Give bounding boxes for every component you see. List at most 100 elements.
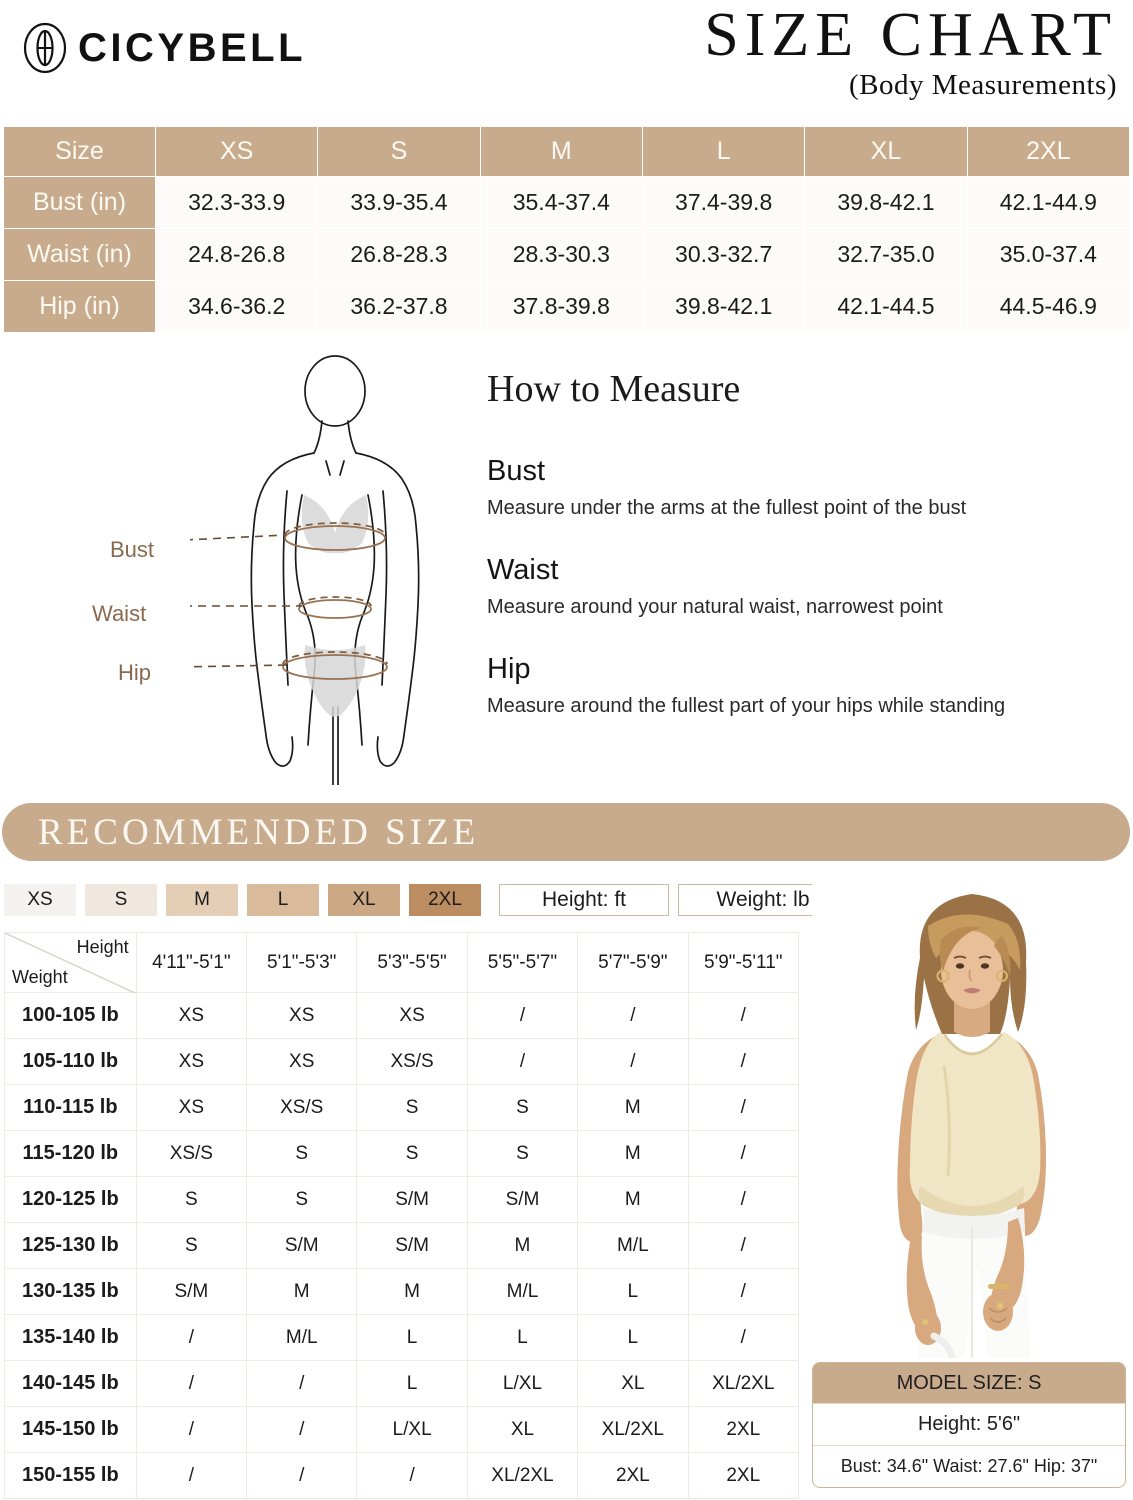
grid-row: 125-130 lb S S/M S/M M M/L / [4, 1222, 800, 1269]
page-title: SIZE CHART [704, 1, 1117, 69]
grid-size-cell: / [577, 992, 689, 1039]
grid-size-cell: / [687, 1314, 800, 1361]
grid-size-cell: / [246, 1452, 358, 1499]
size-cell: 35.0-37.4 [966, 228, 1131, 281]
page-subtitle: (Body Measurements) [848, 69, 1117, 102]
grid-size-cell: M [577, 1176, 689, 1223]
grid-size-cell: XS [246, 1038, 358, 1085]
grid-size-cell: S [356, 1130, 468, 1177]
size-cell: 30.3-32.7 [641, 228, 806, 281]
grid-size-cell: S [246, 1130, 358, 1177]
size-cell: 44.5-46.9 [966, 280, 1131, 333]
measure-item: Bust Measure under the arms at the fulles… [487, 455, 1107, 520]
size-cell: 37.4-39.8 [641, 176, 806, 229]
size-measurements-table: Size XS S M L XL 2XL Bust (in) 32.3-33.9 33.9-35.… [3, 126, 1131, 333]
figure-label-waist: Waist [92, 601, 147, 626]
model-measurements: Bust: 34.6" Waist: 27.6" Hip: 37" [813, 1445, 1125, 1487]
grid-size-cell: / [687, 1176, 800, 1223]
bell-monogram-icon [23, 22, 67, 74]
grid-size-cell: M [246, 1268, 358, 1315]
grid-row: 135-140 lb / M/L L L L / [4, 1314, 800, 1361]
grid-size-cell: L [466, 1314, 579, 1361]
grid-row: 105-110 lb XS XS XS/S / / / [4, 1038, 800, 1085]
grid-size-cell: XS/S [246, 1084, 358, 1131]
model-height: Height: 5'6" [813, 1403, 1125, 1445]
grid-size-cell: S [135, 1176, 248, 1223]
grid-size-cell: S/M [356, 1222, 468, 1269]
measure-desc-hip: Measure around the fullest part of your … [487, 695, 1006, 717]
grid-size-cell: / [687, 1130, 800, 1177]
grid-size-cell: S [356, 1084, 468, 1131]
grid-height-column-5: 5'7"-5'9" [577, 932, 689, 993]
measure-desc-waist: Measure around your natural waist, narro… [487, 596, 943, 618]
brand-logo: CICYBELL [22, 22, 306, 74]
grid-size-cell: / [466, 992, 579, 1039]
grid-weight-label: 110-115 lb [4, 1084, 137, 1131]
grid-size-cell: XL [577, 1360, 689, 1407]
grid-size-cell: XL [466, 1406, 579, 1453]
grid-size-cell: / [577, 1038, 689, 1085]
grid-row: 150-155 lb / / / XL/2XL 2XL 2XL [4, 1452, 800, 1499]
grid-size-cell: S/M [356, 1176, 468, 1223]
grid-weight-label: 130-135 lb [4, 1268, 137, 1315]
grid-size-cell: / [466, 1038, 579, 1085]
size-cell: 39.8-42.1 [641, 280, 806, 333]
figure-label-hip: Hip [118, 660, 152, 685]
table-row: Bust (in) 32.3-33.9 33.9-35.4 35.4-37.4 37.4… [3, 176, 1131, 229]
grid-size-cell: 2XL [687, 1406, 800, 1453]
legend-swatch-xl[interactable]: XL [328, 884, 400, 916]
legend-swatch-xs[interactable]: XS [4, 884, 76, 916]
grid-height-column-6: 5'9"-5'11" [687, 932, 800, 993]
grid-size-cell: L [356, 1360, 468, 1407]
grid-size-cell: M/L [577, 1222, 689, 1269]
measure-term-hip: Hip [487, 653, 531, 685]
brand-name: CICYBELL [78, 25, 306, 70]
grid-corner-cell: Height Weight [4, 932, 137, 994]
grid-size-cell: XS [356, 992, 468, 1039]
size-table-corner: Size [3, 126, 156, 177]
legend-unit-height: Height: ft [499, 884, 669, 916]
grid-size-cell: / [135, 1452, 248, 1499]
grid-weight-label: 100-105 lb [4, 992, 137, 1039]
grid-weight-label: 135-140 lb [4, 1314, 137, 1361]
grid-size-cell: M [577, 1084, 689, 1131]
title-block: SIZE CHART (Body Measurements) [704, 1, 1117, 102]
grid-size-cell: / [687, 1038, 800, 1085]
grid-row: 110-115 lb XS XS/S S S M / [4, 1084, 800, 1131]
size-legend: XS S M L XL 2XL Height: ft Weight: lb [4, 884, 848, 916]
grid-corner-weight-label: Weight [12, 967, 68, 987]
female-body-diagram-icon [170, 355, 420, 786]
grid-size-cell: XL/2XL [687, 1360, 800, 1407]
figure-label-bust: Bust [110, 537, 155, 562]
recommended-size-grid: Height Weight 4'11"-5'1" 5'1"-5'3" 5'3"-5'5"… [4, 932, 800, 1499]
grid-size-cell: L/XL [356, 1406, 468, 1453]
grid-size-cell: / [135, 1314, 248, 1361]
size-column-header-2xl: 2XL [966, 126, 1131, 177]
grid-size-cell: S/M [466, 1176, 579, 1223]
measure-item: Hip Measure around the fullest part of yo… [487, 653, 1107, 718]
grid-size-cell: L [577, 1314, 689, 1361]
grid-height-column-4: 5'5"-5'7" [466, 932, 579, 993]
size-column-header-l: L [641, 126, 806, 177]
legend-swatch-l[interactable]: L [247, 884, 319, 916]
measure-term-bust: Bust [487, 455, 546, 487]
legend-swatch-s[interactable]: S [85, 884, 157, 916]
legend-swatch-2xl[interactable]: 2XL [409, 884, 481, 916]
grid-size-cell: / [135, 1360, 248, 1407]
grid-size-cell: S/M [135, 1268, 248, 1315]
measure-desc-bust: Measure under the arms at the fullest po… [487, 497, 967, 519]
size-cell: 42.1-44.5 [804, 280, 968, 333]
model-wearing-top-image [812, 866, 1130, 1358]
grid-row: 130-135 lb S/M M M M/L L / [4, 1268, 800, 1315]
size-cell: 33.9-35.4 [317, 176, 481, 229]
grid-size-cell: XL/2XL [577, 1406, 689, 1453]
size-cell: 37.8-39.8 [479, 280, 643, 333]
grid-size-cell: / [356, 1452, 468, 1499]
grid-size-cell: 2XL [687, 1452, 800, 1499]
grid-size-cell: S [135, 1222, 248, 1269]
grid-size-cell: S [466, 1084, 579, 1131]
diagonal-divider-icon [5, 933, 136, 994]
legend-swatch-m[interactable]: M [166, 884, 238, 916]
grid-size-cell: M [577, 1130, 689, 1177]
grid-size-cell: L [577, 1268, 689, 1315]
